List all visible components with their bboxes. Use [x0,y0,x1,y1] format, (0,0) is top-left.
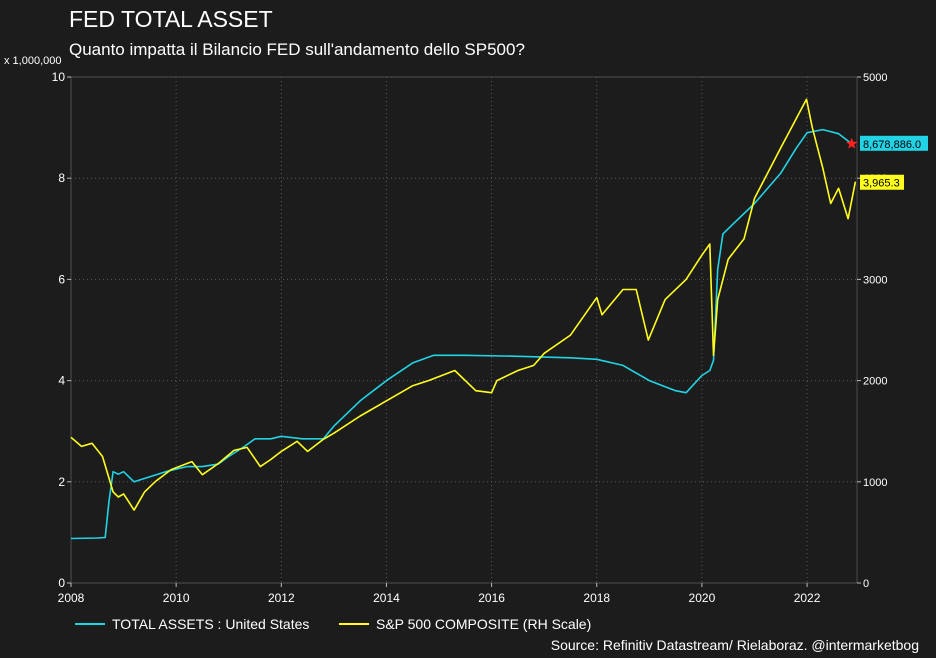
end-star-icon [846,137,858,149]
x-tick-label: 2018 [583,591,610,605]
x-tick-label: 2014 [373,591,400,605]
legend-sp500: S&P 500 COMPOSITE (RH Scale) [376,616,591,632]
end-labels: 8,678,886.0 3,965.3 [846,135,928,190]
y-right-tick-label: 2000 [863,376,887,388]
series-layer [70,98,857,540]
x-tick-label: 2008 [58,591,85,605]
y-left-tick-label: 2 [58,475,65,489]
x-tick-label: 2012 [268,591,295,605]
y-right-tick-label: 1000 [863,477,887,489]
sp500-end-label: 3,965.3 [863,178,900,190]
total-assets-end-label-box [860,135,928,151]
y-left-tick-label: 0 [58,576,65,590]
sp500-end-label-box [860,174,904,190]
y-left-tick-label: 6 [58,272,65,286]
grid-lines [70,76,858,584]
legend: TOTAL ASSETS : United States S&P 500 COMP… [75,616,591,632]
axes: 2008 2010 2012 2014 2016 2018 2020 202202468100… [52,70,888,605]
plot-border [70,76,858,584]
chart-subtitle: Quanto impatta il Bilancio FED sull'anda… [69,40,525,59]
x-tick-label: 2020 [689,591,716,605]
source-note: Source: Refinitiv Datastream/ Rielaboraz… [550,637,919,653]
y-right-tick-label: 3000 [863,274,887,286]
x-tick-label: 2016 [478,591,505,605]
left-axis-multiplier: x 1,000,000 [4,55,62,67]
y-left-tick-label: 4 [58,374,65,388]
total-assets-end-label: 8,678,886.0 [863,139,921,151]
legend-total-assets: TOTAL ASSETS : United States [112,616,309,632]
x-tick-label: 2010 [163,591,190,605]
x-tick-label: 2022 [794,591,821,605]
y-left-tick-label: 10 [52,70,66,84]
sp500-line [70,98,857,511]
y-right-tick-label: 0 [863,578,869,590]
total-assets-line [70,128,853,540]
chart-title: FED TOTAL ASSET [69,6,273,32]
y-right-tick-label: 5000 [863,72,887,84]
y-left-tick-label: 8 [58,171,65,185]
